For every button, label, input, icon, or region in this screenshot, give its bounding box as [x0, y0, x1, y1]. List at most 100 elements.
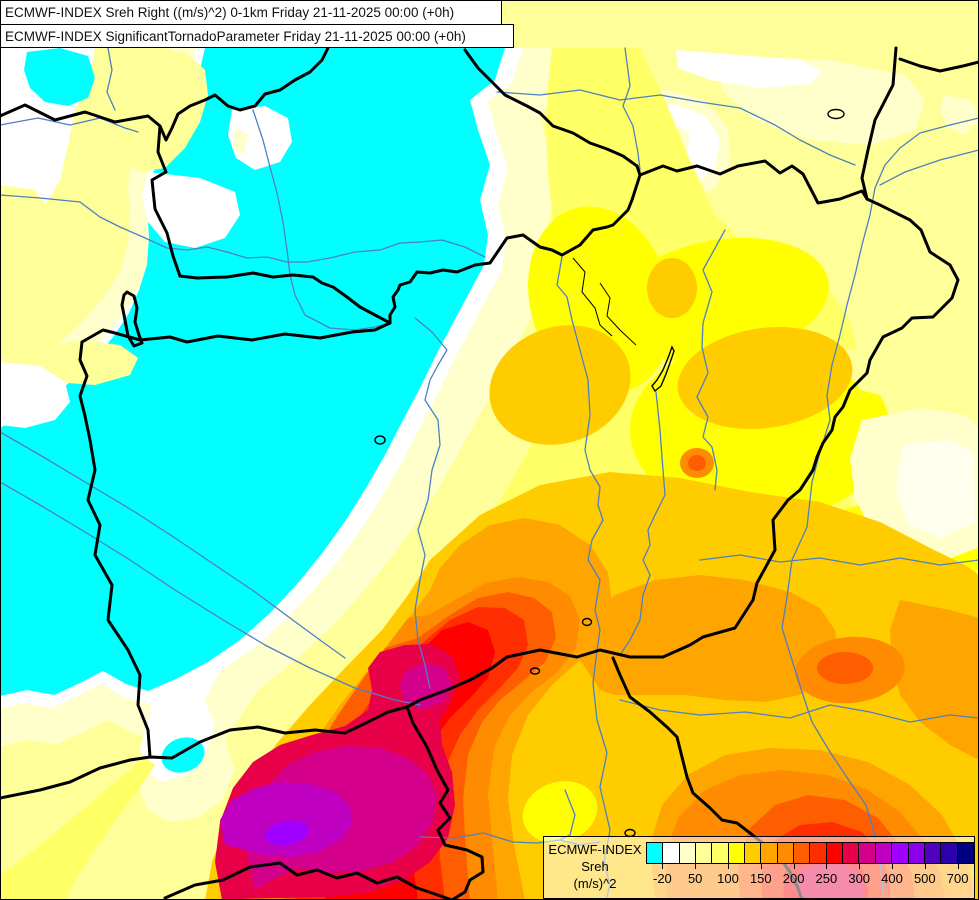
field-cyan-zone [0, 48, 505, 696]
legend-tick-mark [662, 864, 664, 869]
legend-tick-label: 300 [848, 871, 871, 886]
legend-tick-mark [957, 864, 959, 869]
river-line [696, 229, 726, 491]
border-line [178, 271, 392, 325]
border-line [860, 46, 898, 201]
field-pale-blob [94, 48, 208, 172]
border-line [701, 197, 960, 639]
legend-color-cell [745, 842, 762, 864]
legend-color-cell [794, 842, 811, 864]
legend-tick-label: 100 [717, 871, 739, 886]
legend-color-cell [810, 842, 827, 864]
legend-tick-label: -20 [652, 871, 672, 886]
river-line [496, 89, 856, 166]
legend-tick-mark [826, 864, 828, 869]
legend-tick-mark [859, 864, 861, 869]
lake-outline [651, 345, 675, 393]
legend-color-cell [696, 842, 713, 864]
field-pale-blob [0, 185, 48, 233]
field-white-patch [0, 362, 70, 428]
title-line-1: ECMWF-INDEX Sreh Right ((m/s)^2) 0-1km F… [0, 0, 502, 25]
field-cyan-patch [24, 48, 95, 106]
legend-tick-label: 250 [815, 871, 838, 886]
legend-text-block: ECMWF-INDEX Sreh (m/s)^2 [546, 841, 644, 892]
legend-tick-label: 200 [782, 871, 805, 886]
country-borders [0, 42, 979, 900]
legend-color-cell [843, 842, 860, 864]
river-line [106, 47, 116, 111]
lake-outline [581, 617, 593, 627]
border-line [898, 57, 979, 73]
field-pale-island [845, 340, 965, 400]
legend-tick-label: 700 [946, 871, 969, 886]
legend-parameter-label: Sreh [581, 859, 609, 874]
legend-tick-mark [924, 864, 926, 869]
legend-color-cell [859, 842, 876, 864]
legend-tick-label: 500 [913, 871, 936, 886]
legend-units-label: (m/s)^2 [573, 876, 617, 891]
legend-ticks: -20 50 100 150 200 250 300 400 500 700 [646, 864, 974, 894]
field-corridor-yellow [522, 781, 598, 843]
thin-admin-line [599, 282, 637, 346]
lake-outline [529, 667, 541, 675]
lake-outline [827, 108, 845, 120]
legend-color-cell [777, 842, 795, 864]
legend-color-cell [728, 842, 746, 864]
legend-model-label: ECMWF-INDEX [548, 842, 642, 857]
field-violet-core [265, 820, 309, 846]
border-line [388, 173, 642, 325]
river-line [0, 117, 139, 133]
legend-color-cell [712, 842, 729, 864]
border-line [120, 290, 144, 348]
legend-color-cell [924, 842, 942, 864]
river-line [414, 317, 448, 689]
legend-tick-label: 50 [687, 871, 703, 886]
legend: ECMWF-INDEX Sreh (m/s)^2 -20 50 100 150 200 2… [543, 836, 975, 899]
legend-tick-label: 400 [881, 871, 903, 886]
river-line [0, 431, 346, 659]
legend-color-cell [957, 842, 974, 864]
border-line [405, 635, 705, 709]
legend-color-cell [875, 842, 893, 864]
field-cream-island-core [896, 440, 975, 538]
lakes [374, 108, 845, 838]
legend-tick-mark [695, 864, 697, 869]
legend-color-cell [663, 842, 680, 864]
legend-tick-mark [892, 864, 893, 869]
border-line [463, 48, 869, 205]
legend-color-bar [646, 842, 974, 864]
border-line [163, 861, 454, 900]
river-line [0, 481, 421, 706]
field-pale-blob [28, 340, 138, 385]
river-line [622, 47, 641, 171]
field-cream-diamond [232, 128, 248, 155]
river-line [252, 109, 391, 331]
legend-tick-label: 150 [749, 871, 772, 886]
field-magenta [220, 782, 352, 857]
border-line [78, 340, 152, 759]
legend-color-cell [892, 842, 909, 864]
field-white-patch [676, 50, 822, 88]
river-line [0, 194, 486, 263]
legend-color-cell [941, 842, 958, 864]
legend-tick-mark [793, 864, 795, 869]
legend-color-cell [761, 842, 778, 864]
border-line [0, 705, 409, 800]
border-line [405, 705, 485, 900]
legend-color-cell [646, 842, 664, 864]
thin-admin-line [572, 257, 613, 337]
legend-color-cell [908, 842, 925, 864]
field-yellow-corner [0, 757, 155, 900]
river-line [699, 554, 979, 566]
river-line [619, 699, 979, 723]
title-line-2: ECMWF-INDEX SignificantTornadoParameter … [0, 24, 514, 48]
legend-tick-mark [728, 864, 729, 869]
border-line [80, 321, 392, 344]
river-line [879, 149, 979, 186]
legend-color-cell [826, 842, 844, 864]
legend-tick-mark [760, 864, 762, 869]
lake-outline [374, 435, 386, 445]
river-line [556, 256, 611, 900]
border-line [0, 103, 182, 278]
